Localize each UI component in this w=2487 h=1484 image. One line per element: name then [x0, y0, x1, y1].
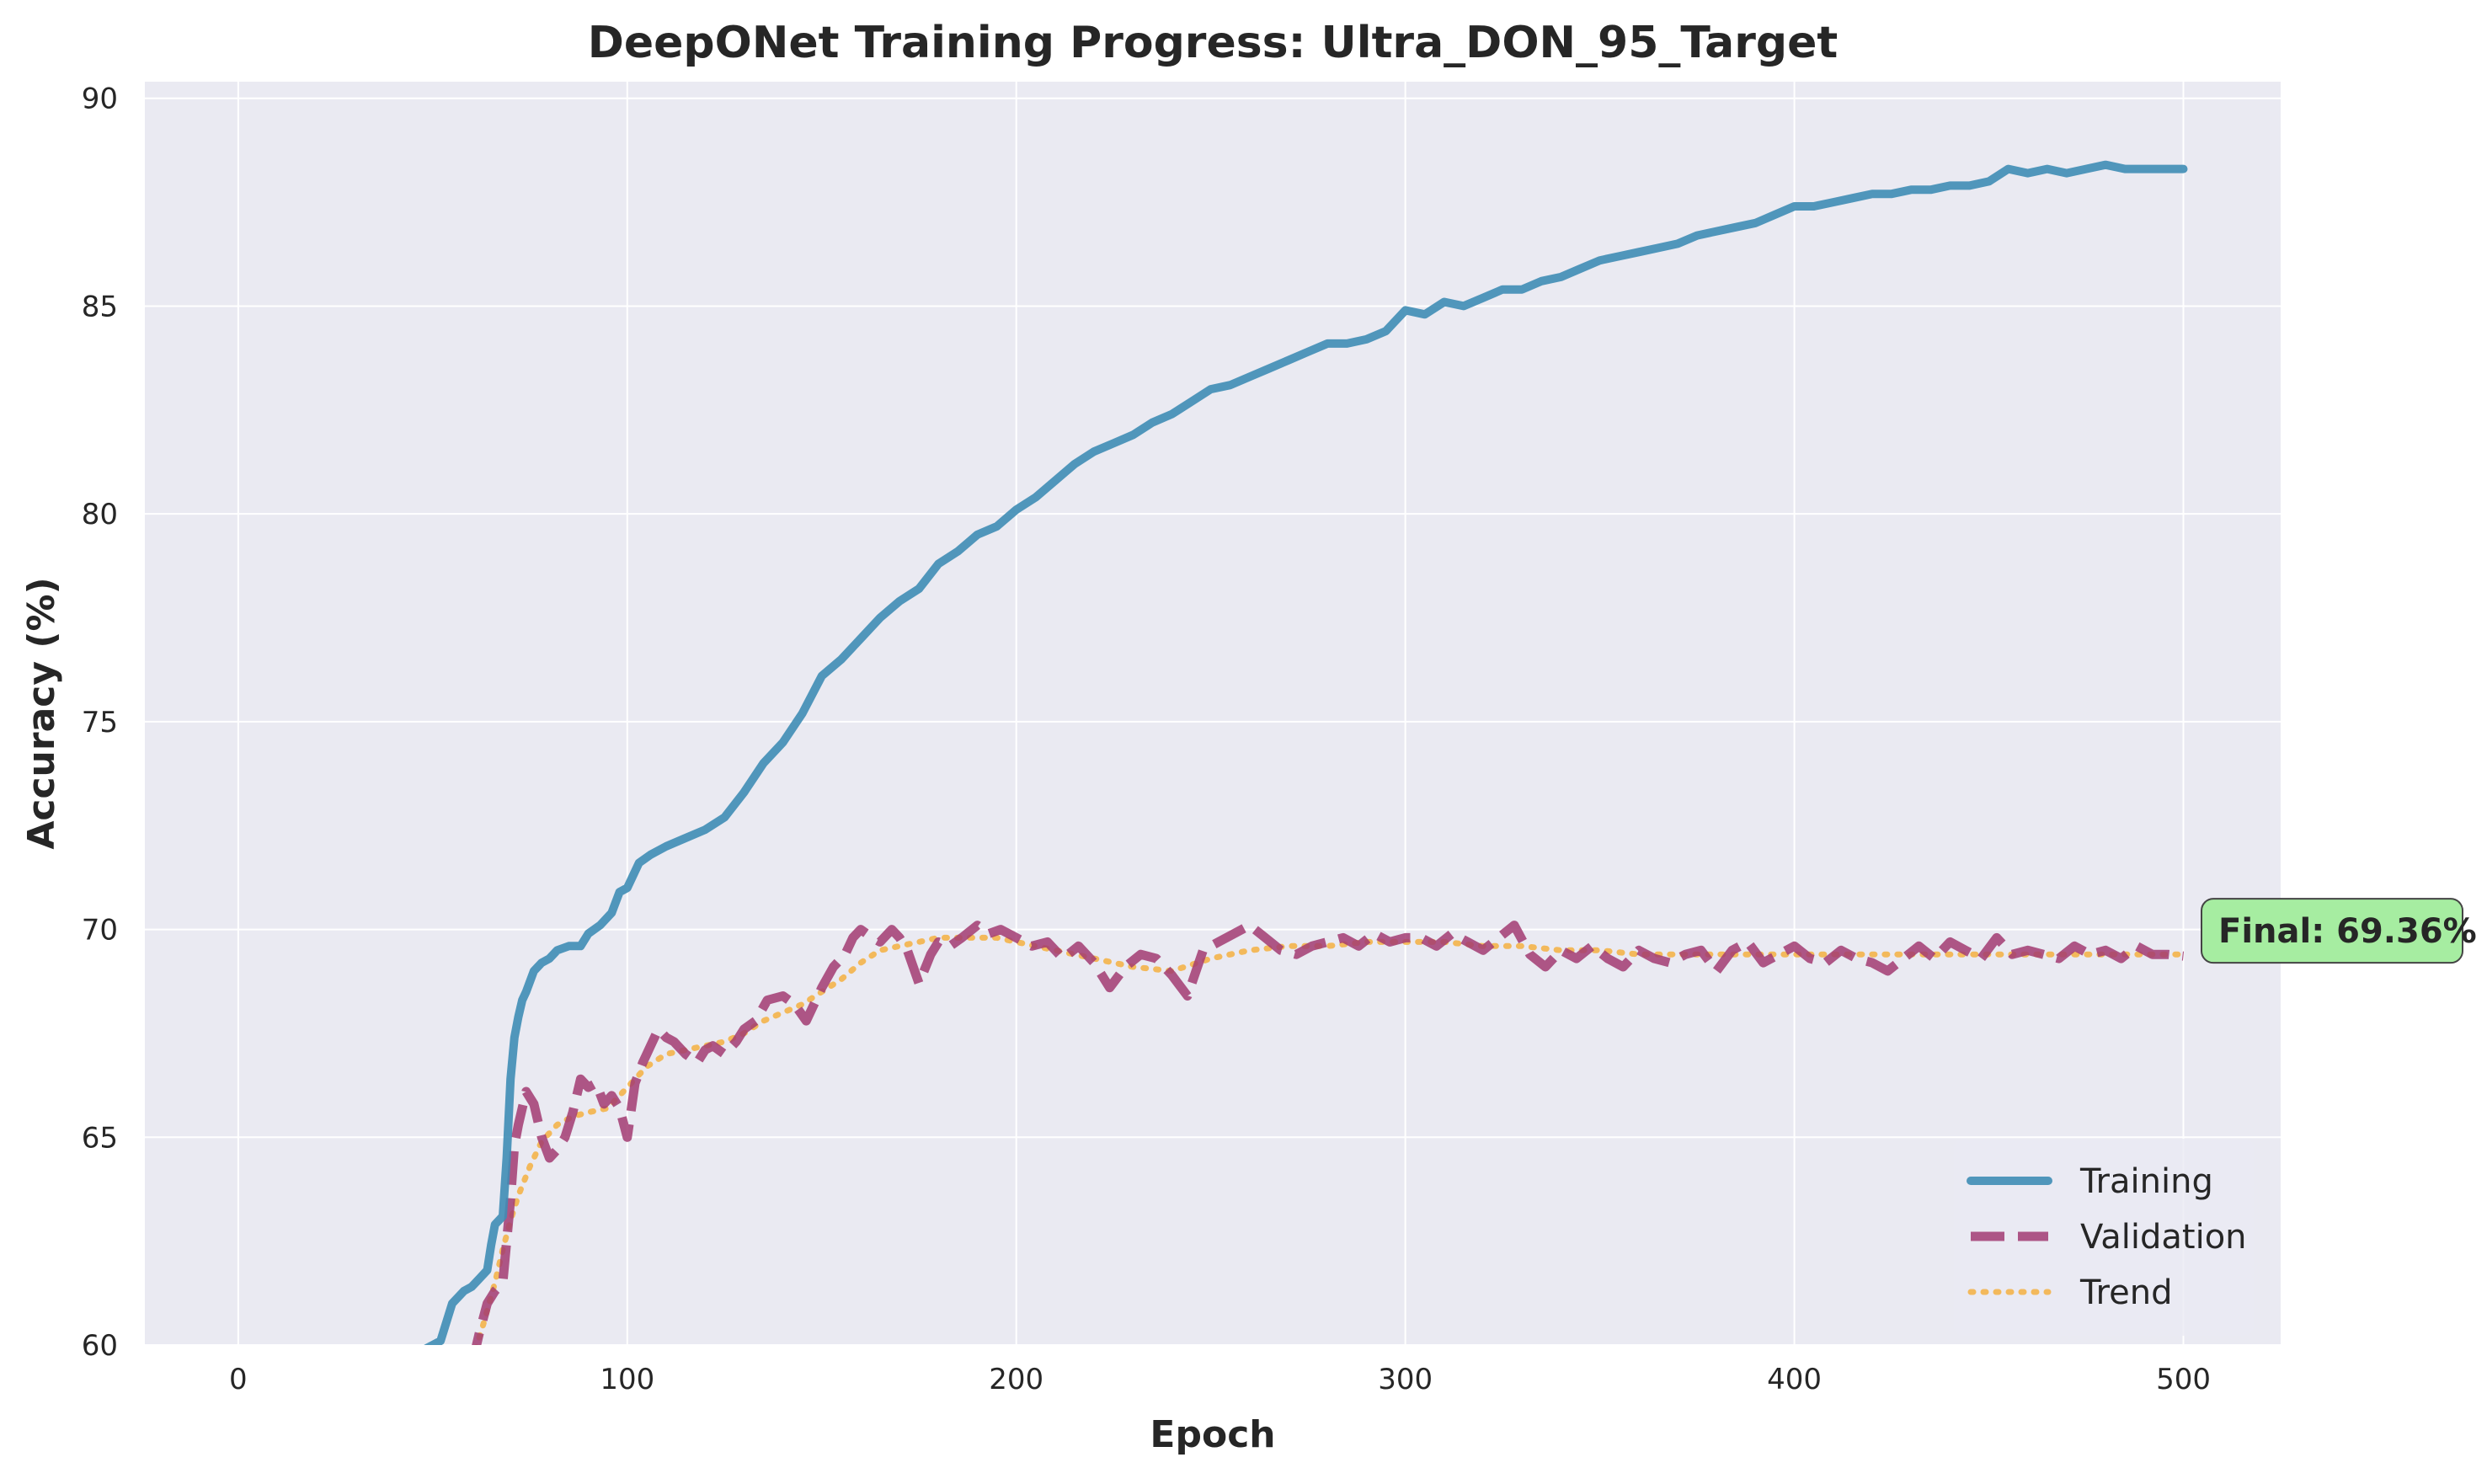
legend-label-training: Training — [2079, 1162, 2213, 1201]
series-line-validation — [472, 921, 2185, 1345]
series-lines — [424, 160, 2188, 1345]
y-tick-label: 90 — [82, 83, 118, 116]
final-value-box — [2201, 898, 2463, 964]
y-tick-label: 75 — [82, 706, 118, 739]
grid-lines — [145, 82, 2281, 1346]
legend: Training Validation Trend — [1954, 1139, 2254, 1336]
plot-area — [145, 82, 2281, 1345]
x-tick-label: 500 — [2156, 1363, 2211, 1396]
y-axis-title: Accuracy (%) — [20, 577, 63, 849]
chart-title: DeepONet Training Progress: Ultra_DON_95… — [588, 18, 1839, 68]
series-line-training — [424, 160, 2188, 1345]
x-tick-label: 300 — [1378, 1363, 1433, 1396]
legend-label-trend: Trend — [2079, 1273, 2172, 1312]
x-tick-label: 100 — [600, 1363, 654, 1396]
final-value-label: Final: 69.36% — [2218, 912, 2477, 951]
x-tick-label: 0 — [229, 1363, 248, 1396]
y-tick-label: 65 — [82, 1121, 118, 1155]
series-line-trend — [473, 934, 2186, 1345]
final-value-annotation: Final: 69.36% — [2201, 898, 2477, 964]
legend-background — [1954, 1139, 2254, 1336]
y-tick-label: 60 — [82, 1329, 118, 1363]
y-tick-label: 85 — [82, 290, 118, 323]
x-tick-label: 200 — [989, 1363, 1043, 1396]
y-tick-label: 70 — [82, 914, 118, 948]
tick-labels: 0 100 200 300 400 500 60 65 70 75 80 85 90 — [82, 83, 2211, 1396]
y-tick-label: 80 — [82, 498, 118, 531]
legend-label-validation: Validation — [2080, 1218, 2247, 1257]
x-axis-title: Epoch — [1150, 1413, 1275, 1456]
x-tick-label: 400 — [1767, 1363, 1822, 1396]
